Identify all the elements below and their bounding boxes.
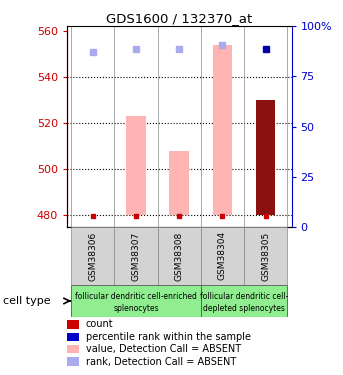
Title: GDS1600 / 132370_at: GDS1600 / 132370_at — [106, 12, 252, 25]
Bar — [126, 116, 146, 215]
Text: depleted splenocytes: depleted splenocytes — [203, 304, 285, 313]
Text: percentile rank within the sample: percentile rank within the sample — [86, 332, 251, 342]
Text: GSM38306: GSM38306 — [88, 231, 97, 280]
Bar — [158, 227, 201, 285]
Bar — [115, 227, 158, 285]
Text: GSM38307: GSM38307 — [131, 231, 141, 280]
Text: GSM38308: GSM38308 — [175, 231, 184, 280]
Text: rank, Detection Call = ABSENT: rank, Detection Call = ABSENT — [86, 357, 236, 366]
Bar — [201, 285, 287, 317]
Bar — [244, 227, 287, 285]
Text: GSM38305: GSM38305 — [261, 231, 270, 280]
Bar — [213, 45, 232, 215]
Text: follicular dendritic cell-enriched: follicular dendritic cell-enriched — [75, 292, 197, 301]
Text: splenocytes: splenocytes — [113, 304, 159, 313]
Text: value, Detection Call = ABSENT: value, Detection Call = ABSENT — [86, 344, 241, 354]
Bar — [201, 227, 244, 285]
Text: GSM38304: GSM38304 — [218, 231, 227, 280]
Bar — [71, 285, 201, 317]
Bar — [169, 151, 189, 215]
Text: follicular dendritic cell-: follicular dendritic cell- — [200, 292, 288, 301]
Bar — [256, 100, 275, 215]
Text: count: count — [86, 320, 114, 329]
Text: cell type: cell type — [3, 296, 51, 306]
Bar — [71, 227, 115, 285]
